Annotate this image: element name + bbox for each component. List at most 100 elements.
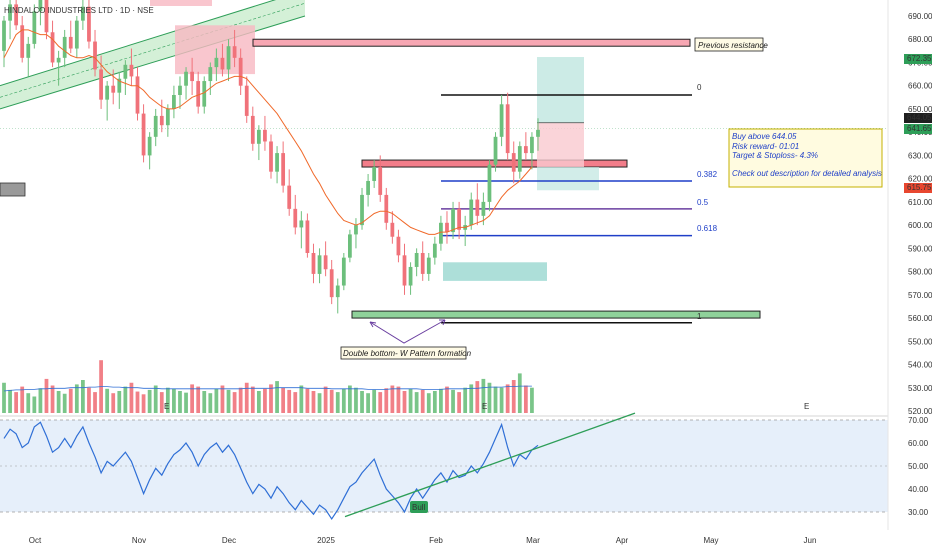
double-bottom-box [340, 346, 467, 360]
volume-bar [123, 386, 128, 413]
rsi-tick-label: 70.00 [908, 416, 929, 425]
time-tick-label: Nov [132, 536, 146, 545]
price-tick-label: 540.00 [908, 361, 932, 370]
candle-body [129, 64, 134, 77]
price-tick-label: 590.00 [908, 244, 932, 253]
price-tag-bg [904, 183, 932, 193]
candle-body [32, 11, 37, 44]
candle-body [305, 220, 310, 253]
candle-body [420, 253, 425, 274]
candle-body [117, 78, 122, 93]
candle-body [81, 6, 85, 21]
demand-zone [443, 262, 547, 281]
price-tag-644: 644.05 [907, 113, 932, 122]
volume-bar [439, 388, 443, 413]
volume-bar [348, 385, 352, 413]
candle-body [38, 0, 43, 12]
price-tick-label: 650.00 [908, 105, 932, 114]
channel-mid-line [0, 2, 306, 98]
volume-bar [202, 391, 207, 413]
volume-bar [147, 389, 152, 413]
volume-bar [32, 396, 37, 413]
time-tick-label: May [703, 536, 718, 545]
candle-body [178, 85, 182, 95]
info-box [728, 128, 883, 188]
candle-body [505, 104, 510, 154]
candle-body [62, 36, 67, 58]
support-band [351, 310, 761, 319]
candle-body [360, 194, 364, 226]
volume-bar [238, 387, 243, 413]
candle-body [311, 253, 316, 274]
price-tick-label: 560.00 [908, 314, 932, 323]
info-line-2: Risk reward- 01:01 [732, 142, 799, 151]
candle-body [190, 71, 194, 82]
volume-bar [457, 392, 461, 413]
volume-bar [81, 380, 85, 413]
volume-bar [68, 388, 73, 413]
volume-bar [530, 387, 534, 413]
volume-bar [378, 392, 383, 413]
volume-bar [341, 388, 346, 413]
volume-bar [196, 386, 201, 413]
stop-zone [537, 122, 584, 168]
previous-resistance-band [252, 38, 691, 47]
time-tick-label: 2025 [317, 536, 335, 545]
axes-layer: 520.00 530.00 540.00 550.00 560.00 570.00 580.… [29, 12, 932, 545]
price-tick-label: 580.00 [908, 268, 932, 277]
candle-body [372, 167, 377, 181]
volume-bar [463, 387, 468, 413]
earnings-marker-3: E [804, 402, 809, 411]
volume-bar [208, 393, 213, 413]
volume-bar [226, 389, 231, 413]
price-tick-label: 680.00 [908, 35, 932, 44]
candle-body [354, 225, 358, 235]
channel-top-line [0, 0, 277, 87]
candle-body [20, 25, 25, 58]
candle-body [250, 115, 255, 144]
volume-bar [269, 384, 273, 413]
time-tick-label: Mar [526, 536, 540, 545]
volume-bar [141, 394, 146, 413]
earnings-marker-2: E [482, 402, 487, 411]
supply-zone-top [150, 0, 212, 6]
price-tick-label: 530.00 [908, 384, 932, 393]
volume-bar [184, 392, 188, 413]
volume-bar [275, 381, 279, 413]
volume-bar [475, 381, 480, 413]
volume-bar [74, 384, 79, 413]
candle-body [68, 36, 73, 49]
candle-body [172, 95, 176, 109]
volume-bar [432, 391, 437, 413]
volume-bar [523, 385, 528, 413]
candle-body [159, 115, 164, 126]
price-tick-label: 630.00 [908, 151, 932, 160]
volume-bar [360, 391, 364, 413]
volume-bar [105, 388, 110, 413]
fib-label-0382: 0.382 [697, 170, 718, 179]
volume-bar [511, 380, 516, 413]
volume-bar [281, 387, 286, 413]
candle-body [366, 180, 370, 195]
volume-bar [220, 385, 225, 413]
candle-body [165, 108, 170, 126]
price-tick-label: 660.00 [908, 82, 932, 91]
price-tick-label: 550.00 [908, 337, 932, 346]
info-line-1: Buy above 644.05 [732, 132, 797, 141]
candle-body [323, 255, 328, 270]
candle-body [493, 136, 498, 165]
candle-body [123, 64, 128, 79]
candle-body [408, 266, 413, 286]
volume-bar [481, 378, 486, 413]
candle-body [202, 81, 207, 107]
volume-bar [287, 389, 292, 413]
candle-body [396, 236, 401, 256]
candle-body [196, 81, 201, 107]
volume-bar [172, 388, 176, 413]
candle-body [56, 57, 61, 63]
price-tag-615: 615.75 [907, 183, 932, 192]
overlays-layer [3, 29, 533, 235]
candle-body [2, 20, 6, 51]
volume-bar [153, 385, 158, 413]
